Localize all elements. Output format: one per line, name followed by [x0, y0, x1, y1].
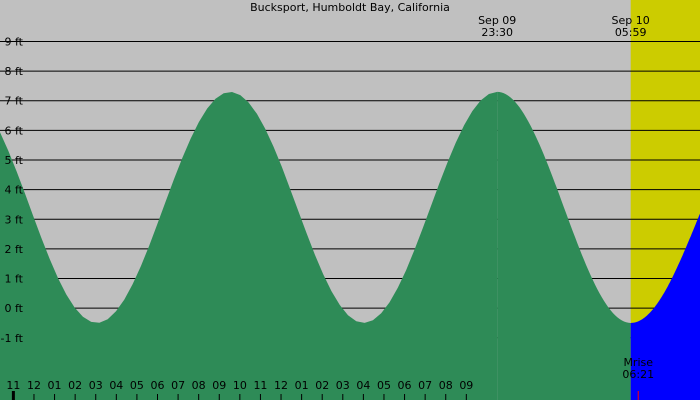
x-tick-label: 09 [212, 379, 226, 392]
extreme-time-label: 23:30 [481, 26, 513, 39]
x-tick-label: 05 [130, 379, 144, 392]
falling-tide-area [497, 91, 631, 400]
x-tick-label: 04 [109, 379, 123, 392]
rising-tide-area [630, 213, 700, 400]
x-tick-label: 12 [274, 379, 288, 392]
x-tick-label: 08 [192, 379, 206, 392]
x-tick-label: 08 [439, 379, 453, 392]
x-tick-label: 01 [48, 379, 62, 392]
x-tick-label: 11 [6, 379, 20, 392]
x-tick-label: 07 [418, 379, 432, 392]
y-tick-label: 2 ft [5, 243, 24, 256]
y-tick-label: 3 ft [5, 213, 24, 226]
extreme-time-label: 05:59 [615, 26, 647, 39]
y-tick-label: 7 ft [5, 95, 24, 108]
x-tick-label: 03 [336, 379, 350, 392]
extreme-date-label: Sep 09 [478, 14, 516, 27]
sun-moon-label: Mrise [623, 356, 653, 369]
y-tick-label: 0 ft [5, 302, 24, 315]
x-tick-label: 10 [233, 379, 247, 392]
x-tick-label: 12 [27, 379, 41, 392]
falling-tide-area [0, 91, 498, 400]
extreme-date-label: Sep 10 [612, 14, 650, 27]
x-tick-label: 09 [459, 379, 473, 392]
y-tick-label: 5 ft [5, 154, 24, 167]
y-tick-label: 8 ft [5, 65, 24, 78]
x-tick-label: 06 [398, 379, 412, 392]
x-tick-label: 02 [315, 379, 329, 392]
x-tick-label: 11 [253, 379, 267, 392]
x-axis: 11 12 01 02 03 04 05 06 07 08 09 10 11 12 01 02 03 04 05 06… [6, 379, 473, 400]
x-tick-label: 06 [151, 379, 165, 392]
chart-title: Bucksport, Humboldt Bay, California [250, 1, 450, 14]
y-tick-label: -1 ft [1, 332, 24, 345]
y-axis-labels: 9 ft 8 ft 7 ft 6 ft 5 ft 4 ft 3 ft 2 ft 1 ft 0 ft… [1, 35, 24, 344]
x-tick-label: 01 [295, 379, 309, 392]
y-tick-label: 9 ft [5, 35, 24, 48]
x-tick-label: 07 [171, 379, 185, 392]
y-tick-label: 4 ft [5, 184, 24, 197]
x-tick-label: 04 [356, 379, 370, 392]
x-tick-label: 03 [89, 379, 103, 392]
x-tick-label: 02 [68, 379, 82, 392]
x-tick-label: 05 [377, 379, 391, 392]
tide-series [0, 91, 700, 400]
sun-moon-time: 06:21 [622, 368, 654, 381]
y-tick-label: 1 ft [5, 273, 24, 286]
y-tick-label: 6 ft [5, 124, 24, 137]
